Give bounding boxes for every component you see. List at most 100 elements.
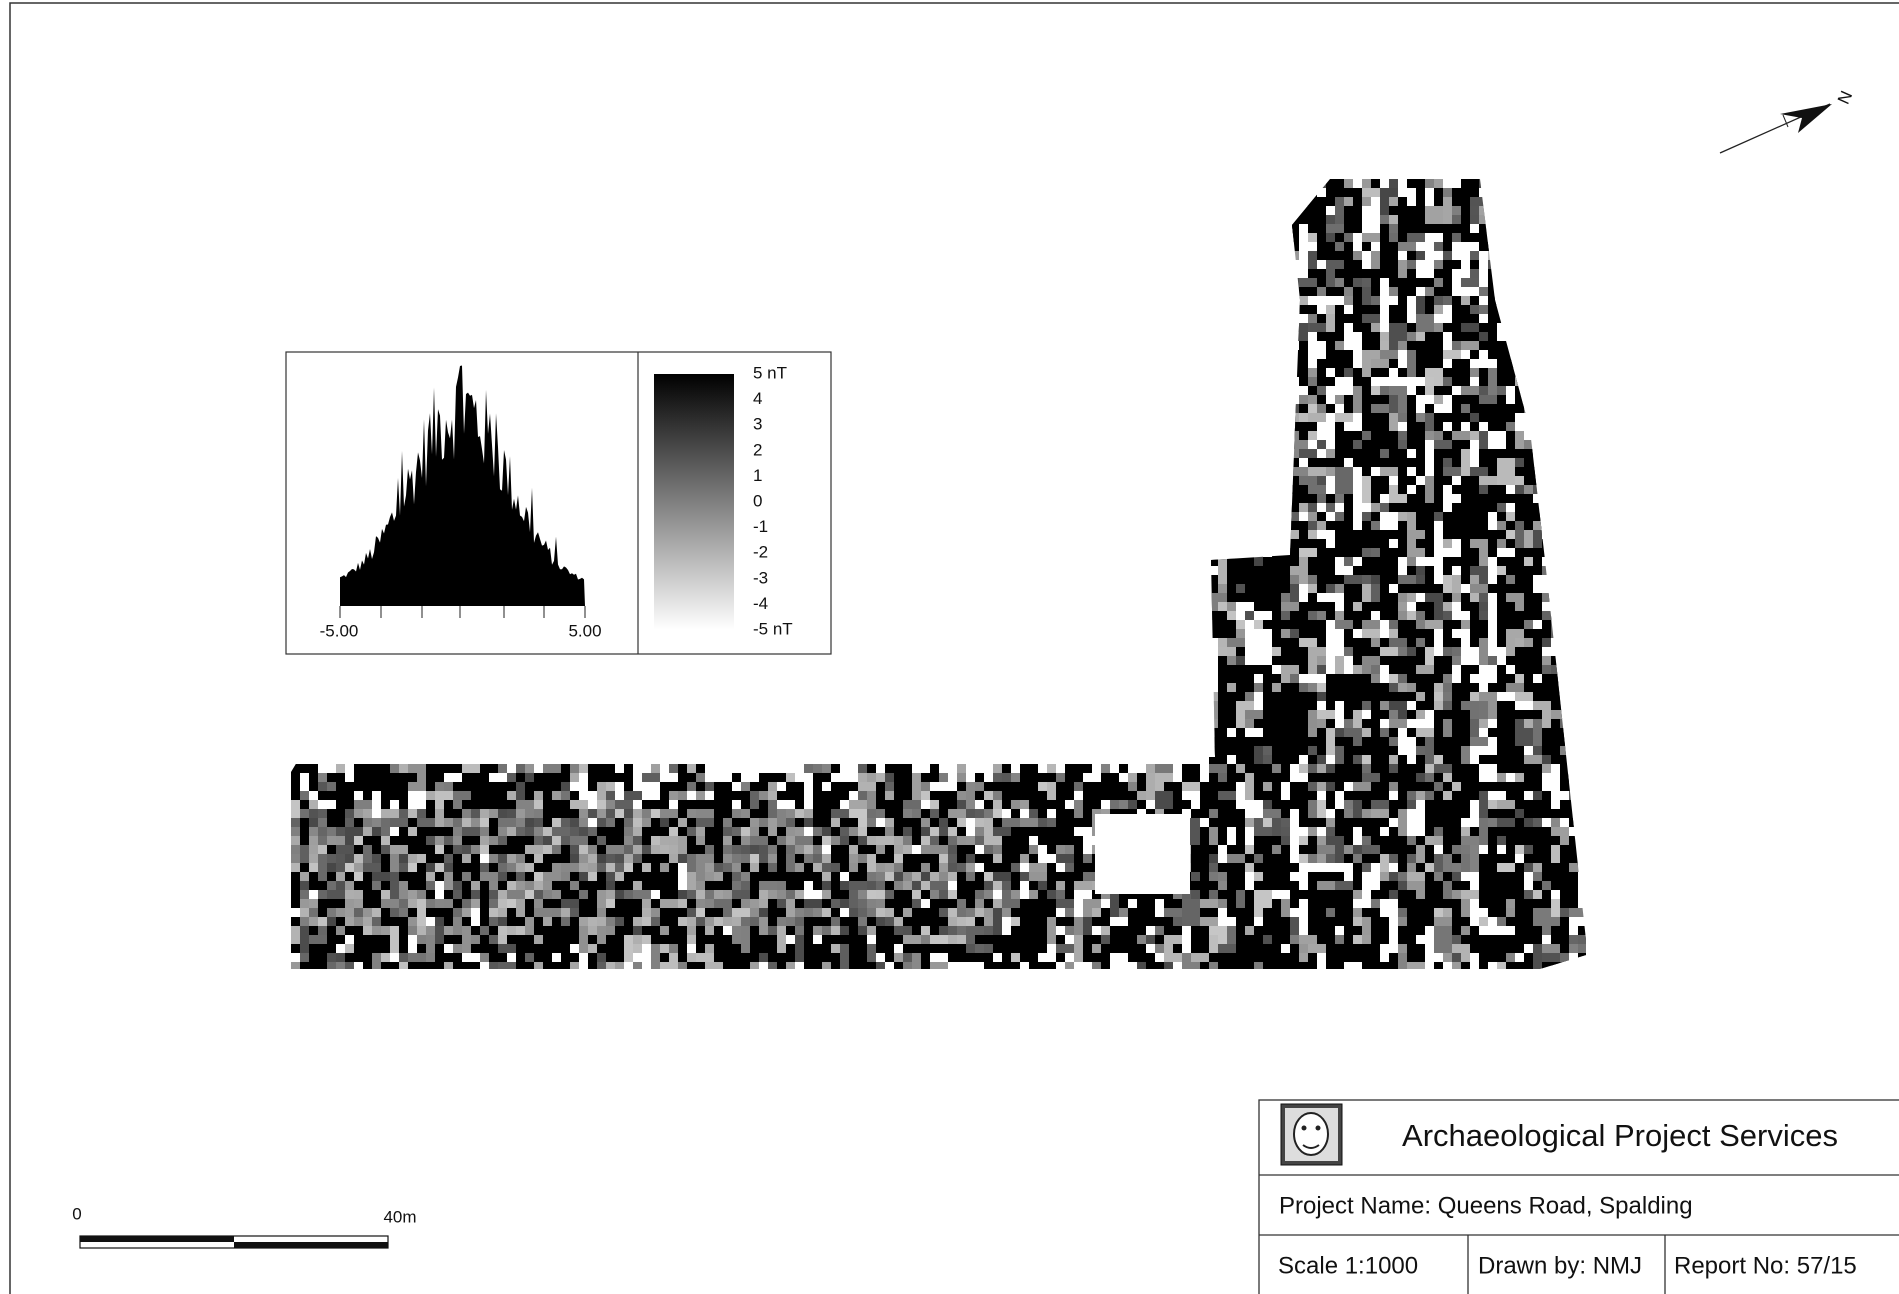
survey-cell <box>777 791 795 800</box>
survey-cell <box>1479 755 1488 764</box>
survey-cell <box>777 899 786 908</box>
survey-cell <box>1335 233 1344 242</box>
survey-cell <box>1560 224 1578 251</box>
report-no: Report No: 57/15 <box>1674 1252 1857 1279</box>
survey-cell <box>516 872 525 881</box>
survey-cell <box>1506 872 1515 881</box>
survey-cell <box>1542 881 1551 890</box>
survey-cell <box>1209 764 1227 773</box>
survey-cell <box>687 782 696 791</box>
survey-cell <box>1551 467 1569 494</box>
survey-cell <box>705 782 714 791</box>
survey-cell <box>1236 620 1245 629</box>
survey-cell <box>525 854 534 863</box>
survey-cell <box>1371 368 1389 377</box>
survey-cell <box>1524 557 1533 566</box>
survey-cell <box>1578 944 1587 971</box>
survey-cell <box>1425 566 1434 575</box>
survey-cell <box>1578 188 1596 197</box>
survey-cell <box>669 890 678 899</box>
survey-cell <box>1380 638 1389 647</box>
survey-cell <box>1227 962 1236 971</box>
survey-cell <box>381 890 390 899</box>
survey-cell <box>822 854 831 863</box>
survey-cell <box>1569 962 1578 971</box>
survey-cell <box>1299 431 1308 440</box>
survey-cell <box>462 890 471 899</box>
survey-cell <box>1380 566 1389 593</box>
survey-cell <box>1497 773 1506 782</box>
survey-cell <box>543 935 552 944</box>
survey-cell <box>1533 368 1542 377</box>
survey-cell <box>1533 404 1551 431</box>
survey-cell <box>1443 350 1461 359</box>
survey-cell <box>1236 863 1245 872</box>
survey-cell <box>813 854 822 863</box>
survey-cell <box>1254 314 1263 341</box>
survey-cell <box>1542 638 1551 647</box>
survey-cell <box>1407 728 1416 737</box>
survey-cell <box>1479 215 1497 224</box>
survey-cell <box>1578 224 1596 251</box>
survey-cell <box>1524 386 1533 413</box>
survey-cell <box>1389 269 1398 278</box>
survey-cell <box>1407 179 1425 188</box>
survey-cell <box>1533 800 1551 809</box>
survey-cell <box>759 953 768 962</box>
survey-cell <box>1308 314 1317 323</box>
survey-cell <box>993 818 1002 827</box>
survey-cell <box>1326 773 1344 782</box>
survey-cell <box>1236 395 1245 404</box>
scale-bar: 0 40m <box>72 1204 416 1248</box>
ramp-label: 4 <box>753 389 762 408</box>
survey-cell <box>1407 233 1425 242</box>
survey-cell <box>1290 467 1299 476</box>
survey-cell <box>1569 908 1587 917</box>
survey-cell <box>822 773 831 782</box>
survey-cell <box>1551 422 1560 431</box>
survey-cell <box>1281 728 1299 737</box>
survey-cell <box>1515 548 1524 557</box>
survey-cell <box>1470 512 1479 539</box>
survey-cell <box>1227 773 1236 782</box>
survey-cell <box>1560 908 1569 917</box>
survey-cell <box>1434 656 1443 683</box>
survey-cell <box>1218 233 1227 260</box>
survey-cell <box>1578 296 1596 305</box>
survey-cell <box>921 791 930 800</box>
survey-cell <box>1299 422 1317 431</box>
survey-cell <box>1560 800 1569 809</box>
survey-cell <box>1254 251 1272 260</box>
survey-cell <box>1272 314 1290 323</box>
project-name: Project Name: Queens Road, Spalding <box>1279 1192 1693 1219</box>
survey-cell <box>1497 386 1506 395</box>
survey-cell <box>921 908 939 917</box>
survey-cell <box>336 863 345 872</box>
survey-cell <box>1308 179 1326 188</box>
survey-cell <box>912 827 921 836</box>
survey-cell <box>462 818 471 827</box>
survey-cell <box>462 764 480 773</box>
survey-cell <box>1560 566 1578 593</box>
survey-cell <box>1146 899 1155 908</box>
survey-cell <box>1065 845 1074 854</box>
survey-cell <box>1569 836 1578 845</box>
survey-cell <box>1461 566 1470 575</box>
survey-cell <box>507 782 516 791</box>
survey-cell <box>1416 566 1425 575</box>
survey-cell <box>588 773 606 782</box>
survey-cell <box>957 800 966 809</box>
survey-cell <box>1560 458 1569 485</box>
survey-cell <box>534 809 543 818</box>
survey-cell <box>1272 269 1290 296</box>
survey-cell <box>1299 791 1308 818</box>
survey-cell <box>1407 854 1416 863</box>
survey-cell <box>741 800 750 809</box>
survey-cell <box>1488 728 1497 737</box>
survey-cell <box>1407 683 1416 692</box>
survey-cell <box>1326 332 1344 341</box>
survey-cell <box>1353 881 1362 890</box>
survey-cell <box>1479 962 1488 971</box>
survey-cell <box>1272 773 1281 800</box>
survey-cell <box>1515 863 1524 890</box>
